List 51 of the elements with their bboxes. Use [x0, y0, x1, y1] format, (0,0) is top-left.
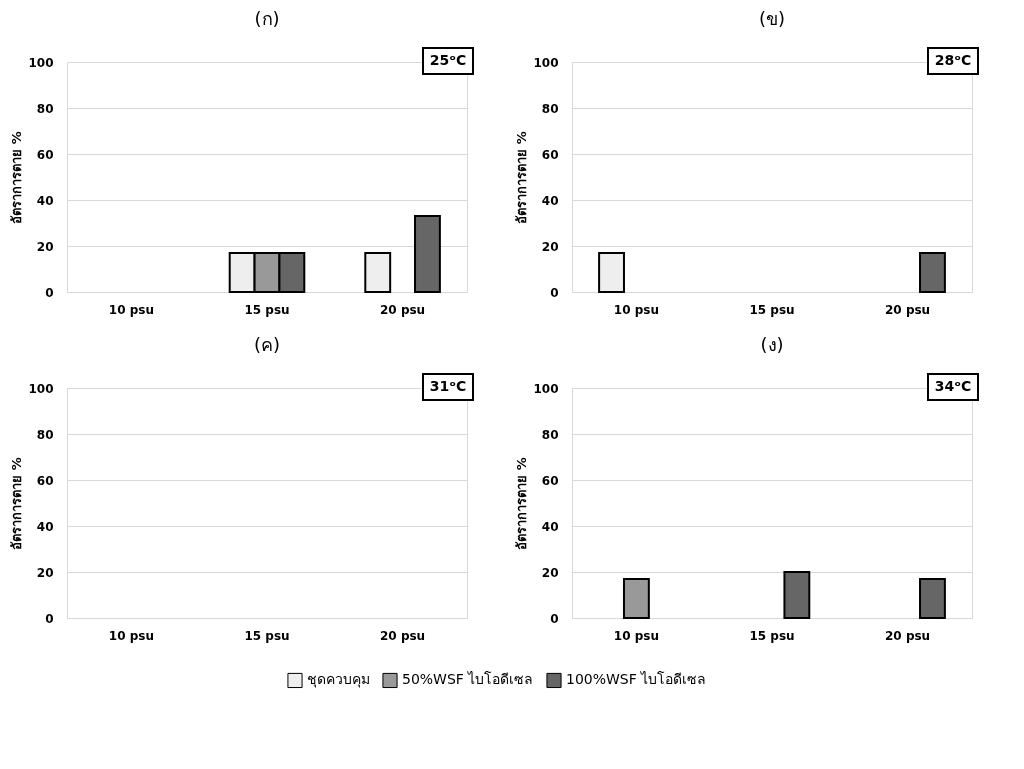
x-tick-label: 20 psu: [380, 628, 426, 643]
x-tick-label: 20 psu: [885, 302, 931, 317]
y-tick-label: 60: [541, 147, 559, 162]
y-tick-label: 20: [36, 565, 54, 580]
chart-title: (ข): [758, 8, 786, 29]
y-tick-label: 100: [28, 55, 54, 70]
x-tick-label: 15 psu: [244, 302, 290, 317]
y-tick-label: 0: [45, 611, 54, 626]
y-axis-title: อัตราการตาย %: [514, 457, 530, 550]
y-tick-label: 40: [541, 193, 559, 208]
y-axis-title: อัตราการตาย %: [9, 131, 25, 224]
y-tick-label: 20: [541, 239, 559, 254]
annotation: 25ᵒC: [429, 52, 467, 68]
x-tick-label: 20 psu: [885, 628, 931, 643]
x-tick-label: 10 psu: [108, 302, 154, 317]
annotation: 28ᵒC: [934, 52, 972, 68]
y-tick-label: 0: [550, 285, 559, 300]
y-axis-title: อัตราการตาย %: [514, 131, 530, 224]
x-tick-label: 10 psu: [613, 302, 659, 317]
legend-label: 100%WSF ไบโอดีเซล: [566, 671, 707, 688]
y-tick-label: 100: [28, 381, 54, 396]
y-tick-label: 40: [541, 519, 559, 534]
chart-title: (ง): [760, 334, 784, 355]
y-tick-label: 40: [36, 193, 54, 208]
x-tick-label: 20 psu: [380, 302, 426, 317]
chart-title: (ก): [254, 8, 280, 29]
y-tick-label: 100: [533, 55, 559, 70]
y-axis-title: อัตราการตาย %: [9, 457, 25, 550]
x-tick-label: 15 psu: [244, 628, 290, 643]
y-tick-label: 80: [541, 427, 559, 442]
y-tick-label: 60: [36, 473, 54, 488]
y-tick-label: 0: [45, 285, 54, 300]
y-tick-label: 20: [36, 239, 54, 254]
annotation: 31ᵒC: [429, 378, 467, 394]
y-tick-label: 20: [541, 565, 559, 580]
y-tick-label: 40: [36, 519, 54, 534]
y-tick-label: 60: [541, 473, 559, 488]
x-tick-label: 10 psu: [613, 628, 659, 643]
y-tick-label: 80: [36, 101, 54, 116]
legend-label: ชุดควบคุม: [307, 671, 370, 689]
x-tick-label: 10 psu: [108, 628, 154, 643]
legend-label: 50%WSF ไบโอดีเซล: [402, 671, 534, 688]
y-tick-label: 60: [36, 147, 54, 162]
x-tick-label: 15 psu: [749, 628, 795, 643]
y-tick-label: 0: [550, 611, 559, 626]
annotation: 34ᵒC: [934, 378, 972, 394]
y-tick-label: 100: [533, 381, 559, 396]
x-tick-label: 15 psu: [749, 302, 795, 317]
y-tick-label: 80: [36, 427, 54, 442]
y-tick-label: 80: [541, 101, 559, 116]
chart-title: (ค): [253, 334, 281, 355]
